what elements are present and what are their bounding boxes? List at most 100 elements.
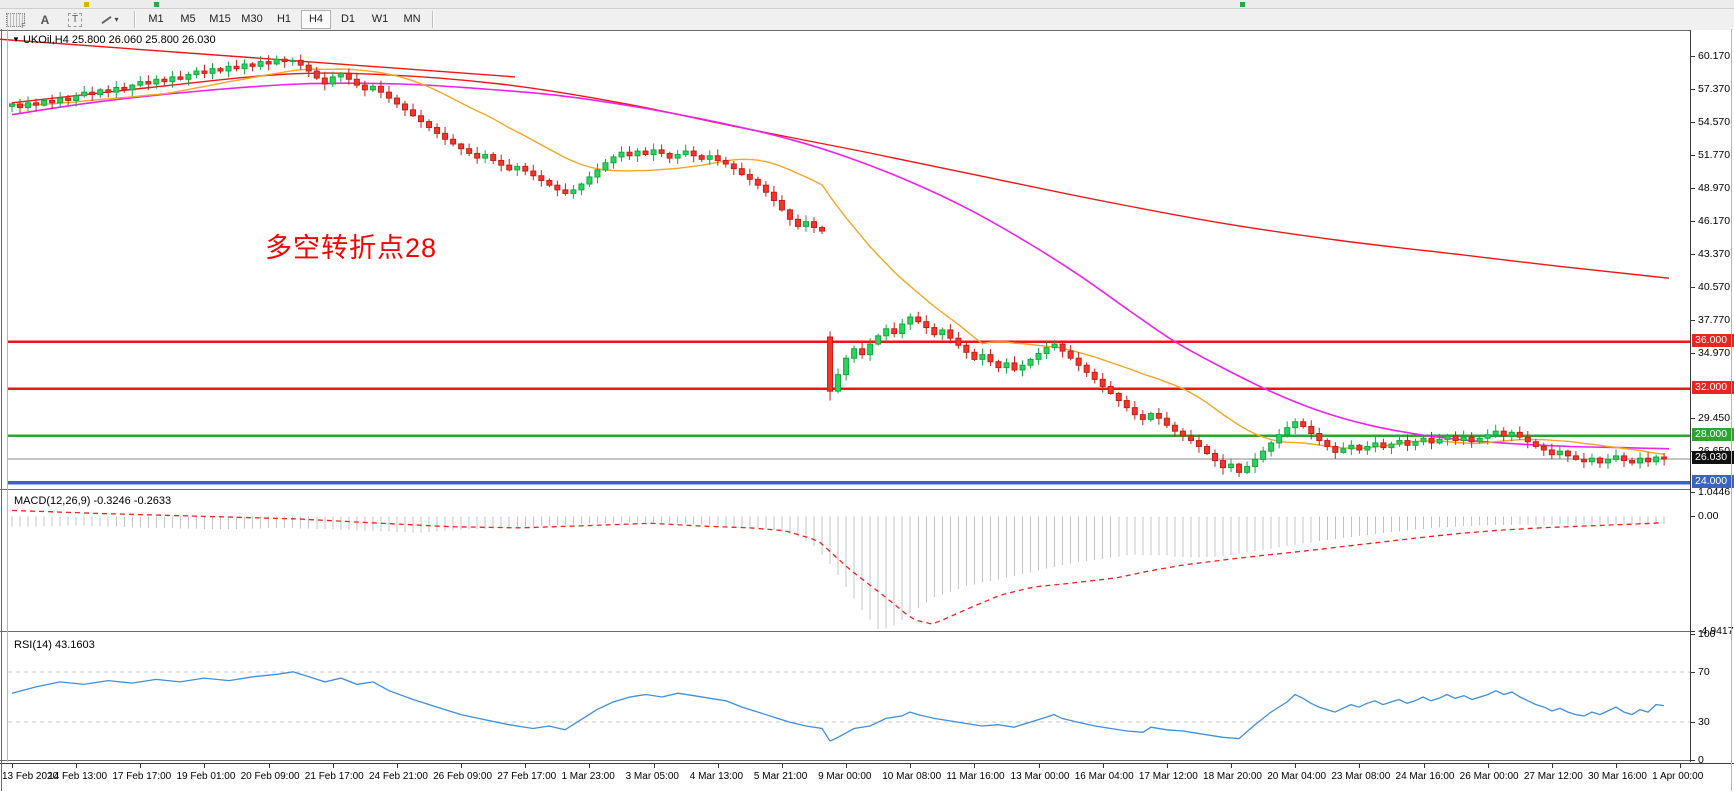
time-tick-mark xyxy=(781,764,783,768)
time-tick-mark xyxy=(525,764,527,768)
grid-properties-button[interactable]: F xyxy=(0,9,30,30)
axis-tick-mark xyxy=(1691,722,1695,724)
time-tick-label: 26 Mar 00:00 xyxy=(1459,771,1519,782)
chart-border-left xyxy=(7,29,8,762)
time-tick-mark xyxy=(1231,764,1233,768)
axis-tick-mark xyxy=(1691,671,1695,673)
arrow-tool-button[interactable]: A xyxy=(30,9,60,30)
rsi-panel[interactable] xyxy=(0,634,1734,760)
time-tick-label: 27 Mar 12:00 xyxy=(1523,771,1583,782)
time-tick-mark xyxy=(1166,764,1168,768)
window-border-left xyxy=(1,29,2,791)
axis-tick-mark xyxy=(1691,253,1695,255)
time-tick-mark xyxy=(1616,764,1617,768)
time-tick-label: 20 Mar 04:00 xyxy=(1267,771,1327,782)
macd-canvas[interactable] xyxy=(0,492,1734,631)
main-chart-panel[interactable] xyxy=(0,30,1734,490)
grid-icon: F xyxy=(5,12,26,30)
axis-tick-mark xyxy=(1691,221,1695,222)
text-label-tool-button[interactable]: T xyxy=(60,9,90,30)
time-tick-mark xyxy=(1102,764,1104,768)
timeframe-button-m15[interactable]: M15 xyxy=(209,13,231,25)
axis-tick-mark xyxy=(1691,122,1695,124)
rsi-tick-label: 70 xyxy=(1698,665,1710,678)
chevron-down-icon: ▾ xyxy=(114,15,119,24)
time-tick-mark xyxy=(1359,764,1361,768)
macd-tick-label: 1.0446 xyxy=(1698,486,1731,498)
time-tick-mark xyxy=(717,764,719,768)
price-tick-label: 34.970 xyxy=(1698,346,1731,359)
rsi-tick-label: 100 xyxy=(1698,628,1716,640)
price-level-badge: 26.030 xyxy=(1692,451,1734,465)
axis-tick-mark xyxy=(1691,631,1695,632)
time-tick-label: 16 Mar 04:00 xyxy=(1074,771,1134,782)
time-tick-label: 13 Mar 00:00 xyxy=(1010,771,1070,782)
rsi-tick-label: 30 xyxy=(1698,716,1710,729)
price-tick-label: 57.370 xyxy=(1698,83,1731,96)
time-tick-label: 13 Feb 2020 xyxy=(2,771,59,782)
upper-toolbar-fragment xyxy=(0,0,1734,9)
time-tick-mark xyxy=(974,764,976,768)
time-tick-label: 3 Mar 05:00 xyxy=(625,771,679,782)
macd-panel[interactable] xyxy=(0,492,1734,631)
toolbar-speck-icon xyxy=(154,2,159,7)
timeframe-button-h4[interactable]: H4 xyxy=(301,10,331,29)
price-tick-label: 46.170 xyxy=(1698,215,1731,227)
timeframe-button-m5[interactable]: M5 xyxy=(180,13,196,25)
text-a-icon: A xyxy=(40,12,50,27)
rsi-canvas[interactable] xyxy=(0,634,1734,760)
time-tick-label: 26 Feb 09:00 xyxy=(433,771,493,782)
time-tick-label: 20 Feb 09:00 xyxy=(240,771,300,782)
time-tick-label: 14 Feb 13:00 xyxy=(48,771,108,782)
time-axis[interactable]: 13 Feb 2020 14 Feb 13:00 17 Feb 17:00 19 Fe… xyxy=(0,763,1734,792)
text-t-icon: T xyxy=(67,12,83,27)
axis-tick-mark xyxy=(1691,760,1695,761)
time-tick-mark xyxy=(1038,764,1040,768)
timeframe-button-m30[interactable]: M30 xyxy=(241,13,263,25)
time-tick-label: 19 Feb 01:00 xyxy=(176,771,236,782)
time-tick-mark xyxy=(268,764,270,768)
price-tick-label: 54.570 xyxy=(1698,116,1731,129)
axis-tick-mark xyxy=(1691,319,1695,321)
time-tick-mark xyxy=(589,764,591,768)
chart-toolbar: F A T ▾ M1 M5 M15 M30 H1 H4 D1 W1 MN xyxy=(0,9,1734,31)
timeframe-group: M1 M5 M15 M30 H1 H4 D1 W1 MN xyxy=(140,10,428,29)
timeframe-button-m1[interactable]: M1 xyxy=(148,13,164,25)
axis-tick-mark xyxy=(1691,516,1695,518)
time-tick-mark xyxy=(910,764,912,768)
axis-tick-mark xyxy=(1691,89,1695,91)
toolbar-speck-icon xyxy=(84,2,89,7)
time-tick-label: 24 Mar 16:00 xyxy=(1395,771,1455,782)
time-tick-label: 24 Feb 21:00 xyxy=(368,771,428,782)
timeframe-button-d1[interactable]: D1 xyxy=(340,13,356,25)
trendline-icon: ▾ xyxy=(101,15,119,24)
time-tick-mark xyxy=(396,764,398,768)
price-level-badge: 28.000 xyxy=(1692,427,1734,441)
time-tick-mark xyxy=(1551,764,1553,768)
time-tick-mark xyxy=(76,764,78,768)
window-border-right xyxy=(1731,29,1732,791)
timeframe-button-w1[interactable]: W1 xyxy=(371,13,389,25)
draw-objects-dropdown[interactable]: ▾ xyxy=(90,9,130,30)
time-tick-label: 17 Mar 12:00 xyxy=(1138,771,1198,782)
chart-title: ▼ UKOil,H4 25.800 26.060 25.800 26.030 xyxy=(12,34,216,46)
price-tick-label: 51.770 xyxy=(1698,149,1731,162)
axis-tick-mark xyxy=(1691,56,1695,58)
toolbar-separator xyxy=(432,11,434,28)
main-chart-canvas[interactable] xyxy=(0,31,1734,490)
timeframe-button-mn[interactable]: MN xyxy=(403,13,421,25)
time-tick-label: 23 Mar 08:00 xyxy=(1331,771,1391,782)
time-tick-mark xyxy=(1295,764,1297,768)
timeframe-button-h1[interactable]: H1 xyxy=(276,13,292,25)
price-level-badge: 32.000 xyxy=(1692,380,1734,394)
macd-tick-label: 0.00 xyxy=(1698,510,1719,523)
time-tick-label: 1 Mar 23:00 xyxy=(561,771,615,782)
price-tick-label: 60.170 xyxy=(1698,50,1731,63)
time-tick-mark xyxy=(653,764,655,768)
time-tick-label: 30 Mar 16:00 xyxy=(1588,771,1647,782)
time-tick-mark xyxy=(140,764,142,768)
time-tick-mark xyxy=(204,764,206,768)
price-axis[interactable]: 60.170 57.370 54.570 51.770 48.970 46.170 43.3… xyxy=(1690,30,1734,766)
time-tick-label: 27 Feb 17:00 xyxy=(497,771,557,782)
time-tick-label: 18 Mar 20:00 xyxy=(1203,771,1262,782)
